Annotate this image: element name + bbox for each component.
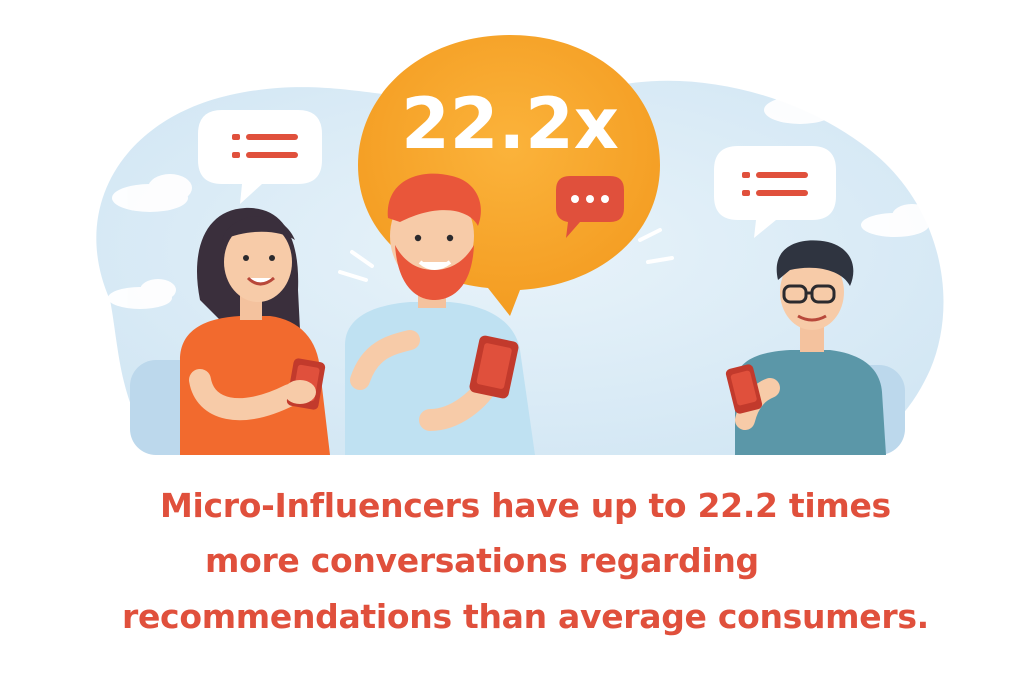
caption-line-1: Micro-Influencers have up to 22.2 times: [160, 486, 891, 525]
list-icon: [742, 172, 808, 196]
caption-line-2: more conversations regarding: [205, 541, 759, 580]
right-speech-bubble: [714, 146, 836, 238]
person-bearded-man: [345, 173, 535, 455]
illustration: 22.2x: [96, 35, 944, 456]
smartphone-icon: [469, 335, 519, 399]
left-speech-bubble: [198, 110, 322, 204]
stat-value: 22.2x: [401, 83, 619, 165]
caption-line-3: recommendations than average consumers.: [122, 597, 929, 636]
spark-lines: [338, 228, 674, 282]
ellipsis-bubble: [556, 176, 624, 238]
person-man-glasses: [725, 240, 886, 455]
person-woman: [180, 207, 330, 455]
ellipsis-icon: [571, 195, 609, 203]
smartphone-icon: [725, 364, 763, 414]
glasses-icon: [782, 284, 836, 304]
list-icon: [232, 134, 298, 158]
